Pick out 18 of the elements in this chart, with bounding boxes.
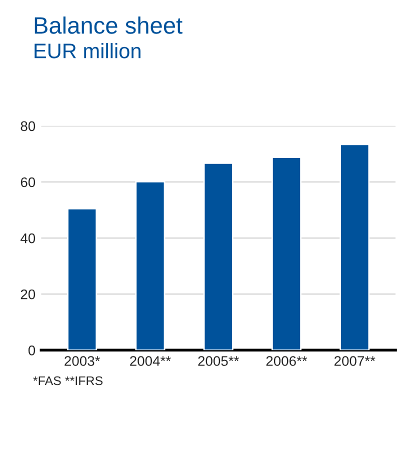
x-tick-label: 2004** (130, 356, 171, 366)
y-tick-label: 80 (20, 121, 36, 132)
y-tick-label: 0 (28, 346, 36, 356)
bar (203, 162, 234, 350)
bar (271, 156, 302, 350)
y-tick-label: 20 (20, 289, 36, 300)
x-tick-label: 2006** (266, 356, 308, 366)
y-tick-label: 60 (20, 177, 36, 188)
text: *FAS **IFRS (33, 376, 103, 386)
x-tick-label: 2005** (198, 356, 239, 366)
y-tick-label: 40 (20, 233, 36, 244)
chart-subtitle: EUR million (34, 43, 140, 58)
x-tick-label: 2007** (334, 356, 376, 366)
x-tick-label: 2003* (64, 356, 100, 366)
chart-title: Balance sheet (34, 16, 182, 34)
bar (67, 208, 98, 350)
bar (135, 181, 166, 350)
bar (340, 144, 370, 350)
